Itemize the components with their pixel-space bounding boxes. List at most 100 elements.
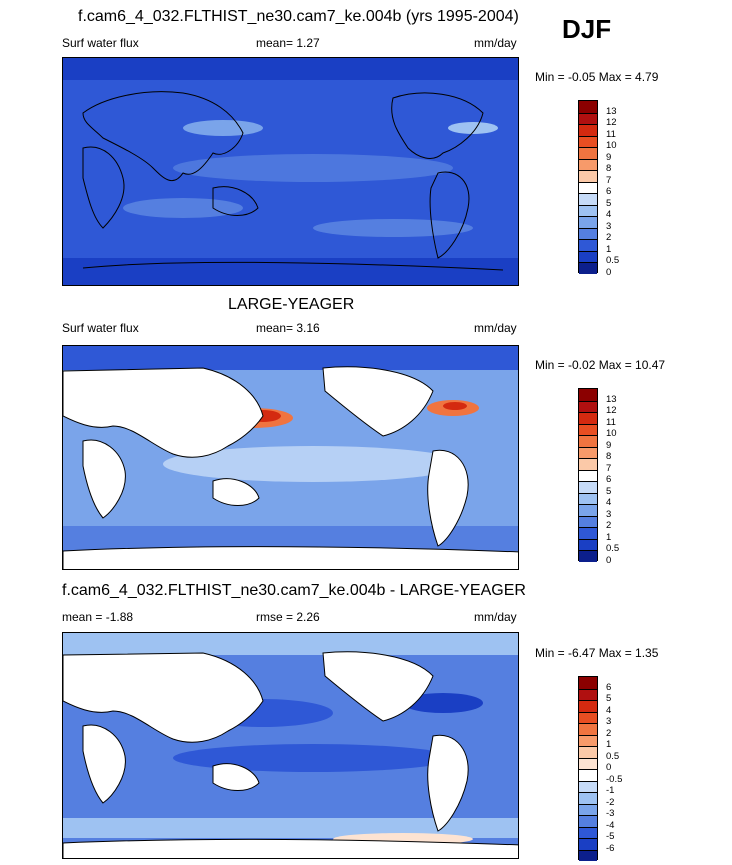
colorbar-tick-label: 8 — [606, 451, 612, 462]
colorbar-tick-label: 2 — [606, 520, 612, 531]
colorbar-tick-label: 4 — [606, 497, 612, 508]
colorbar-tick-label: 4 — [606, 704, 612, 716]
units-label: mm/day — [474, 321, 517, 335]
colorbar-tick-label: 5 — [606, 485, 612, 497]
colorbar-tick-label: 6 — [606, 681, 612, 693]
colorbar-tick-label: 0 — [606, 554, 612, 566]
colorbar-cell — [579, 481, 597, 493]
colorbar-cell — [579, 515, 597, 527]
rmse-label: rmse = 2.26 — [256, 610, 320, 624]
colorbar-cell — [579, 849, 597, 861]
colorbar-tick-label: -4 — [606, 819, 615, 831]
colorbar-tick-label: -2 — [606, 796, 615, 808]
colorbar-cell — [579, 250, 597, 262]
colorbar-cell — [579, 688, 597, 700]
colorbar-tick-label: 7 — [606, 462, 612, 474]
colorbar-boxes — [578, 100, 598, 274]
mean-label: mean = -1.88 — [62, 610, 134, 624]
colorbar-tick-label: 2 — [606, 232, 612, 243]
colorbar-tick-label: 10 — [606, 428, 617, 439]
colorbar-diff: 6 5 4 3 2 1 0.5 0 -0.5 -1 -2 -3 -4 -5 -6 — [578, 676, 622, 861]
map-panel-obs — [62, 345, 519, 570]
colorbar-cell — [579, 469, 597, 481]
colorbar-cell — [579, 734, 597, 746]
colorbar-tick-label: 5 — [606, 693, 612, 704]
colorbar-tick-label: 6 — [606, 186, 612, 197]
colorbar-cell — [579, 204, 597, 216]
map-model-svg — [63, 58, 518, 285]
colorbar-tick-label: 3 — [606, 220, 612, 232]
colorbar-obs: 13 12 11 10 9 8 7 6 5 4 3 2 1 0.5 0 — [578, 388, 619, 565]
colorbar-tick-label: 12 — [606, 405, 617, 416]
colorbar-cell — [579, 389, 597, 401]
colorbar-tick-label: 5 — [606, 197, 612, 209]
colorbar-cell — [579, 446, 597, 458]
mean-label: mean= 1.27 — [256, 36, 320, 50]
colorbar-cell — [579, 458, 597, 470]
colorbar-cell — [579, 239, 597, 251]
colorbar-cell — [579, 262, 597, 274]
colorbar-cell — [579, 135, 597, 147]
colorbar-cell — [579, 193, 597, 205]
minmax-label: Min = -0.05 Max = 4.79 — [535, 70, 659, 84]
colorbar-cell — [579, 550, 597, 562]
variable-label: Surf water flux — [62, 36, 139, 50]
colorbar-tick-label: 9 — [606, 151, 612, 163]
colorbar-cell — [579, 158, 597, 170]
panel-title: f.cam6_4_032.FLTHIST_ne30.cam7_ke.004b -… — [62, 582, 526, 599]
colorbar-tick-label: 1 — [606, 531, 612, 543]
colorbar-tick-label: 0.5 — [606, 543, 620, 554]
colorbar-cell — [579, 792, 597, 804]
colorbar-cell — [579, 504, 597, 516]
colorbar-cell — [579, 527, 597, 539]
map-diff-svg — [63, 633, 518, 858]
colorbar-tick-label: 3 — [606, 508, 612, 520]
panel-title: f.cam6_4_032.FLTHIST_ne30.cam7_ke.004b (… — [78, 8, 519, 25]
colorbar-cell — [579, 538, 597, 550]
colorbar-cell — [579, 803, 597, 815]
variable-label: Surf water flux — [62, 321, 139, 335]
colorbar-tick-label: -0.5 — [606, 773, 623, 785]
colorbar-tick-label: 0 — [606, 266, 612, 278]
colorbar-cell — [579, 435, 597, 447]
map-panel-diff — [62, 632, 519, 859]
units-label: mm/day — [474, 36, 517, 50]
colorbar-model: 13 12 11 10 9 8 7 6 5 4 3 2 1 0.5 0 — [578, 100, 619, 277]
colorbar-cell — [579, 746, 597, 758]
colorbar-tick-label: 0.5 — [606, 750, 620, 762]
colorbar-cell — [579, 492, 597, 504]
colorbar-tick-label: -6 — [606, 842, 615, 854]
mean-label: mean= 3.16 — [256, 321, 320, 335]
colorbar-cell — [579, 170, 597, 182]
colorbar-boxes — [578, 388, 598, 562]
map-obs-svg — [63, 346, 518, 569]
colorbar-cell — [579, 769, 597, 781]
colorbar-cell — [579, 700, 597, 712]
colorbar-tick-label: 3 — [606, 716, 612, 727]
colorbar-cell — [579, 112, 597, 124]
colorbar-cell — [579, 216, 597, 228]
colorbar-cell — [579, 677, 597, 689]
colorbar-tick-label: 11 — [606, 128, 616, 140]
season-label: DJF — [562, 14, 612, 44]
colorbar-cell — [579, 147, 597, 159]
map-panel-model — [62, 57, 519, 286]
colorbar-cell — [579, 815, 597, 827]
colorbar-cell — [579, 423, 597, 435]
minmax-label: Min = -6.47 Max = 1.35 — [535, 646, 659, 660]
colorbar-tick-label: -1 — [606, 785, 615, 796]
colorbar-cell — [579, 711, 597, 723]
colorbar-cell — [579, 101, 597, 113]
colorbar-tick-label: 7 — [606, 174, 612, 186]
colorbar-tick-label: 11 — [606, 416, 616, 428]
colorbar-tick-label: 10 — [606, 140, 617, 151]
colorbar-cell — [579, 757, 597, 769]
colorbar-cell — [579, 124, 597, 136]
panel-title: LARGE-YEAGER — [228, 296, 355, 313]
colorbar-tick-label: 6 — [606, 474, 612, 485]
colorbar-tick-label: -5 — [606, 831, 615, 842]
colorbar-tick-label: 8 — [606, 163, 612, 174]
colorbar-cell — [579, 826, 597, 838]
colorbar-tick-label: 1 — [606, 739, 612, 750]
colorbar-cell — [579, 400, 597, 412]
